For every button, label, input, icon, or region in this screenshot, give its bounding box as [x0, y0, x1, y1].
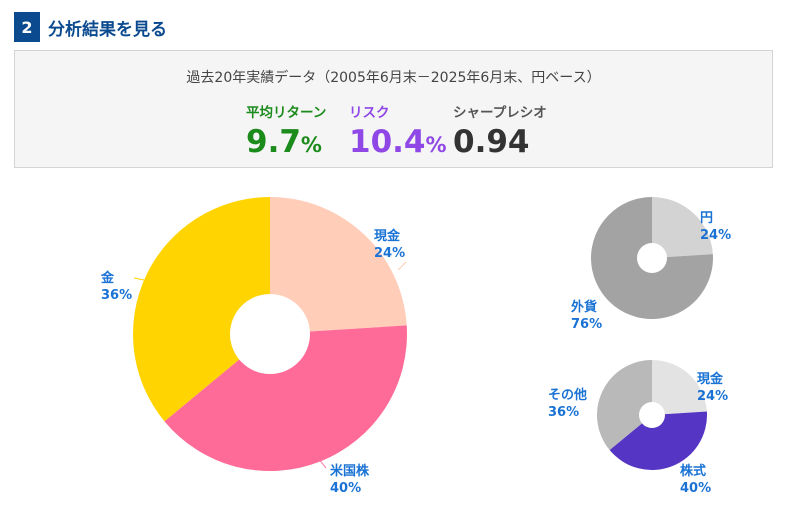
metric-unit: %	[300, 133, 322, 157]
donut-hole	[230, 294, 310, 374]
slice-label: 円	[700, 211, 713, 226]
donut-chart-3: 現金 24% 株式 40% その他 36%	[548, 360, 728, 496]
metric-number: 9.7	[246, 124, 301, 160]
summary-caption: 過去20年実績データ（2005年6月末－2025年6月末、円ベース）	[186, 70, 601, 86]
slice-value-label: 24%	[697, 389, 728, 404]
metric-value: 9.7%	[246, 127, 326, 158]
slice-label: 現金	[374, 228, 401, 244]
leader-line	[397, 261, 407, 271]
donut-chart-1: 現金 24% 米国株 40% 金 36%	[100, 197, 407, 496]
donut-hole	[637, 243, 667, 273]
section-title: 分析結果を見る	[48, 19, 167, 40]
slice-value-label: 36%	[101, 288, 132, 303]
slice-label: 現金	[697, 371, 724, 387]
slice-value-label: 40%	[680, 481, 711, 496]
slice-stocks	[609, 411, 707, 470]
leader-line	[133, 277, 145, 281]
slice-label: その他	[548, 387, 587, 403]
donut-chart-2: 円 24% 外貨 76%	[570, 197, 731, 332]
slice-cash	[652, 360, 707, 415]
slice-us-stocks	[164, 325, 407, 471]
slice-other	[596, 360, 652, 451]
slice-value-label: 40%	[330, 481, 361, 496]
leader-line	[317, 457, 327, 469]
slice-label: 米国株	[330, 463, 370, 479]
slice-label: 外貨	[570, 299, 597, 315]
donut-hole	[639, 402, 665, 428]
section-number: 2	[14, 12, 40, 42]
slice-label: 金	[100, 270, 115, 286]
metric-label: 平均リターン	[246, 105, 327, 121]
metric-unit: %	[425, 133, 447, 157]
slice-value-label: 24%	[374, 246, 405, 261]
metric-number: 0.94	[453, 124, 530, 160]
metric-average-return: 平均リターン 9.7%	[246, 101, 326, 158]
section-header: 2 分析結果を見る	[14, 12, 167, 42]
summary-box: 過去20年実績データ（2005年6月末－2025年6月末、円ベース） 平均リター…	[14, 50, 773, 168]
slice-value-label: 76%	[571, 317, 602, 332]
slice-cash	[270, 197, 407, 334]
slice-gold	[133, 197, 270, 422]
slice-value-label: 24%	[700, 228, 731, 243]
metric-label: シャープレシオ	[453, 105, 547, 121]
metric-value: 10.4%	[349, 127, 447, 158]
slice-value-label: 36%	[548, 405, 579, 420]
metric-risk: リスク 10.4%	[349, 101, 447, 158]
metric-label: リスク	[349, 105, 390, 121]
slice-yen	[652, 197, 713, 258]
metric-number: 10.4	[349, 124, 426, 160]
metric-sharpe-ratio: シャープレシオ 0.94	[453, 101, 547, 158]
slice-label: 株式	[680, 463, 706, 479]
metric-value: 0.94	[453, 127, 547, 158]
